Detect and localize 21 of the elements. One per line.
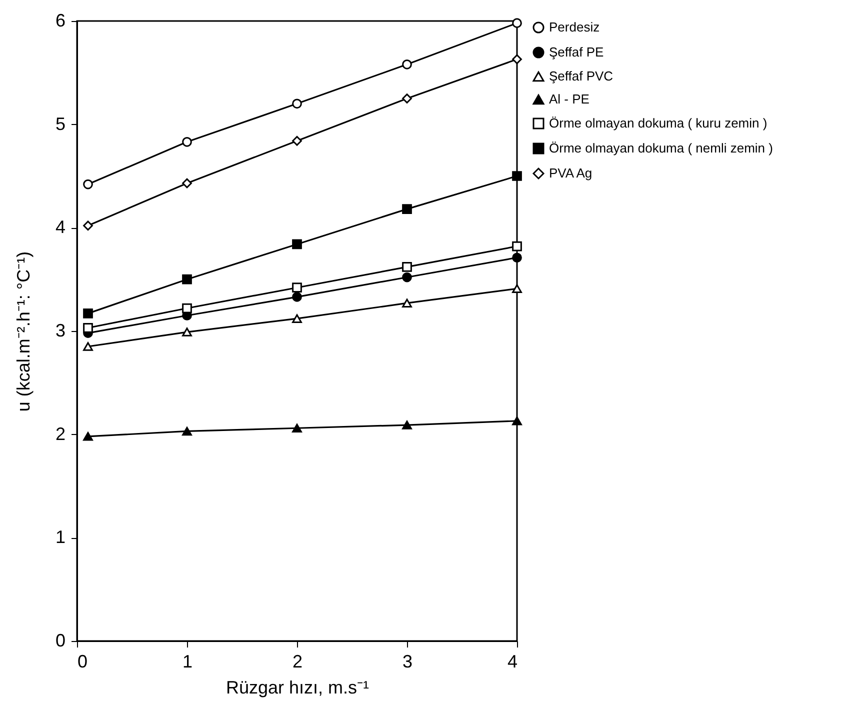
y-tick-label: 4: [55, 217, 66, 238]
y-tick-label: 6: [55, 10, 66, 30]
y-tick-label: 2: [55, 424, 66, 444]
legend-label: Örme olmayan dokuma ( kuru zemin ): [549, 116, 768, 130]
y-tick-label: 3: [55, 320, 66, 340]
y-tick-label: 1: [55, 527, 66, 548]
legend-label: Şeffaf PE: [549, 44, 604, 60]
legend-label: PVA Ag: [549, 166, 592, 180]
x-tick-label: 2: [292, 652, 303, 672]
x-tick-label: 1: [182, 652, 193, 672]
x-tick-label: 4: [507, 652, 518, 672]
legend-label: Örme olmayan dokuma ( nemli zemin ): [549, 140, 773, 156]
legend-label: Al - PE: [549, 92, 590, 106]
legend-label: Şeffaf PVC: [549, 68, 614, 84]
x-axis-title: Rüzgar hızı, m.s⁻¹: [226, 678, 370, 698]
y-tick-label: 5: [55, 114, 66, 134]
legend-label: Perdesiz: [549, 20, 600, 34]
x-tick-label: 3: [402, 652, 413, 672]
y-axis-title: u (kcal.m⁻².h⁻¹: °C⁻¹): [13, 251, 34, 412]
x-tick-label: 0: [78, 652, 88, 672]
y-tick-label: 0: [55, 630, 66, 650]
